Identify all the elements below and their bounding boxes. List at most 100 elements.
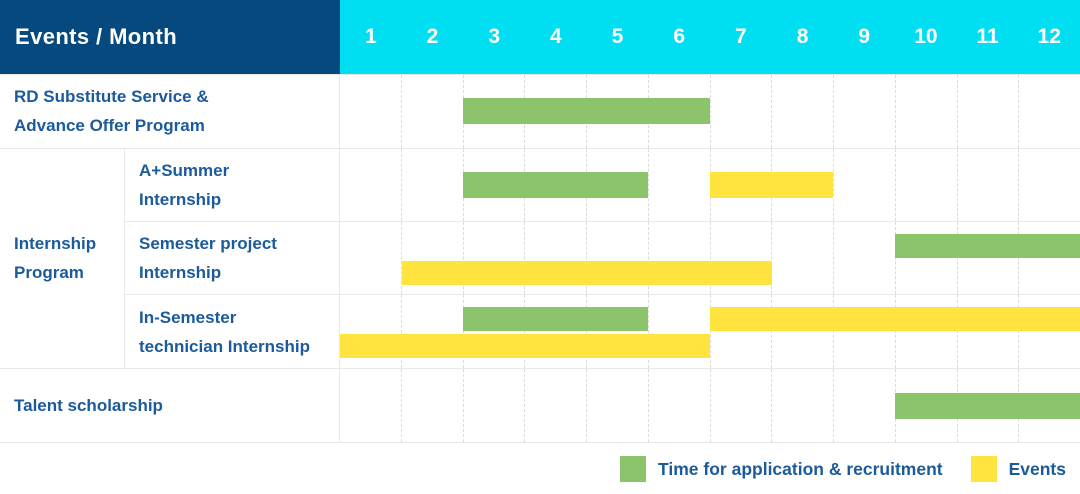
legend-label-recruitment: Time for application & recruitment xyxy=(658,458,943,479)
row-label-rd-substitute-service: RD Substitute Service & Advance Offer Pr… xyxy=(0,75,340,148)
month-header-10: 10 xyxy=(914,25,938,48)
month-cell xyxy=(711,221,773,295)
month-header-8: 8 xyxy=(796,25,809,48)
month-cell xyxy=(587,369,649,442)
month-cell xyxy=(772,148,834,221)
month-cell xyxy=(340,295,402,369)
month-cell xyxy=(772,369,834,442)
month-header-2: 2 xyxy=(426,25,439,48)
row-a-plus-summer-internship: A+Summer Internship xyxy=(125,148,1080,222)
header-title: Events / Month xyxy=(15,24,178,49)
gantt-bar-event-m1-m6 xyxy=(340,334,710,359)
month-header-row: 1 2 3 4 5 6 7 8 9 10 11 12 xyxy=(340,0,1080,74)
month-cell xyxy=(834,369,896,442)
group-label-internship-program: Internship Program xyxy=(0,148,125,369)
month-cell xyxy=(834,75,896,148)
month-grid xyxy=(340,295,1080,369)
month-cell xyxy=(711,75,773,148)
month-grid xyxy=(340,75,1080,148)
gantt-bar-recruitment-m10-m12 xyxy=(895,233,1080,258)
month-cell xyxy=(587,221,649,295)
month-cell xyxy=(587,295,649,369)
month-header-5: 5 xyxy=(611,25,624,48)
month-cell xyxy=(772,221,834,295)
month-cell xyxy=(834,148,896,221)
row-label-in-semester-technician-internship: In-Semester technician Internship xyxy=(125,295,340,369)
legend-item-recruitment: Time for application & recruitment xyxy=(620,456,943,482)
month-cell xyxy=(402,295,464,369)
month-cell xyxy=(896,75,958,148)
table-body: RD Substitute Service & Advance Offer Pr… xyxy=(0,75,1080,443)
month-header-1: 1 xyxy=(364,25,377,48)
month-cell xyxy=(340,75,402,148)
month-cell xyxy=(402,75,464,148)
month-cell xyxy=(958,295,1020,369)
gantt-bar-recruitment-m3-m6 xyxy=(463,98,710,125)
month-cell xyxy=(464,221,526,295)
table-header: Events / Month 1 2 3 4 5 6 7 8 9 10 11 12 xyxy=(0,0,1080,75)
month-cell xyxy=(402,148,464,221)
legend-swatch-recruitment xyxy=(620,456,647,482)
month-cell xyxy=(525,369,587,442)
month-cell xyxy=(896,221,958,295)
month-cell xyxy=(834,221,896,295)
month-header-6: 6 xyxy=(673,25,686,48)
month-cell xyxy=(340,369,402,442)
month-cell xyxy=(958,148,1020,221)
month-header-9: 9 xyxy=(858,25,871,48)
month-cell xyxy=(649,148,711,221)
month-cell xyxy=(649,369,711,442)
timeline-in-semester-technician-internship xyxy=(340,295,1080,369)
month-grid xyxy=(340,221,1080,295)
month-header-3: 3 xyxy=(488,25,501,48)
timeline-a-plus-summer-internship xyxy=(340,148,1080,221)
month-cell xyxy=(649,221,711,295)
row-rd-substitute-service: RD Substitute Service & Advance Offer Pr… xyxy=(0,75,1080,149)
month-cell xyxy=(402,221,464,295)
month-cell xyxy=(402,369,464,442)
legend-item-event: Events xyxy=(970,456,1066,482)
month-header-4: 4 xyxy=(550,25,562,48)
legend-label-event: Events xyxy=(1008,458,1066,479)
gantt-bar-event-m2-m7 xyxy=(401,260,772,285)
row-label-a-plus-summer-internship: A+Summer Internship xyxy=(125,148,340,221)
month-cell xyxy=(711,295,773,369)
month-cell xyxy=(1019,295,1080,368)
month-cell xyxy=(1019,75,1080,148)
month-cell xyxy=(464,369,526,442)
timeline-talent-scholarship xyxy=(340,369,1080,442)
month-cell xyxy=(958,221,1020,295)
month-cell xyxy=(772,295,834,369)
row-semester-project-internship: Semester project Internship xyxy=(125,221,1080,296)
month-header-11: 11 xyxy=(976,25,999,48)
month-cell xyxy=(772,75,834,148)
row-label-talent-scholarship: Talent scholarship xyxy=(0,369,340,442)
gantt-bar-recruitment-m10-m12 xyxy=(895,392,1080,419)
gantt-bar-recruitment-m3-m5 xyxy=(463,307,649,332)
month-cell xyxy=(896,148,958,221)
month-cell xyxy=(958,75,1020,148)
month-cell xyxy=(896,295,958,369)
month-cell xyxy=(649,295,711,369)
month-cell xyxy=(1019,149,1080,221)
month-header-12: 12 xyxy=(1037,25,1061,48)
row-in-semester-technician-internship: In-Semester technician Internship xyxy=(125,295,1080,369)
month-cell xyxy=(711,369,773,442)
gantt-bar-event-m7-m12 xyxy=(710,307,1080,332)
month-cell xyxy=(464,295,526,369)
group-subrows: A+Summer Internship Semester project Inte… xyxy=(125,148,1080,369)
legend: Time for application & recruitment Events xyxy=(620,456,1066,482)
month-cell xyxy=(525,295,587,369)
row-label-semester-project-internship: Semester project Internship xyxy=(125,221,340,295)
gantt-bar-event-m7-m8 xyxy=(710,171,834,198)
month-cell xyxy=(834,295,896,369)
legend-swatch-event xyxy=(970,456,997,482)
row-talent-scholarship: Talent scholarship xyxy=(0,369,1080,443)
group-row-internship-program: Internship Program A+Summer Internship Sem… xyxy=(0,148,1080,370)
month-cell xyxy=(340,221,402,295)
month-cell xyxy=(649,75,711,148)
month-header-7: 7 xyxy=(735,25,747,48)
gantt-bar-recruitment-m3-m5 xyxy=(463,171,649,198)
timeline-semester-project-internship xyxy=(340,221,1080,295)
